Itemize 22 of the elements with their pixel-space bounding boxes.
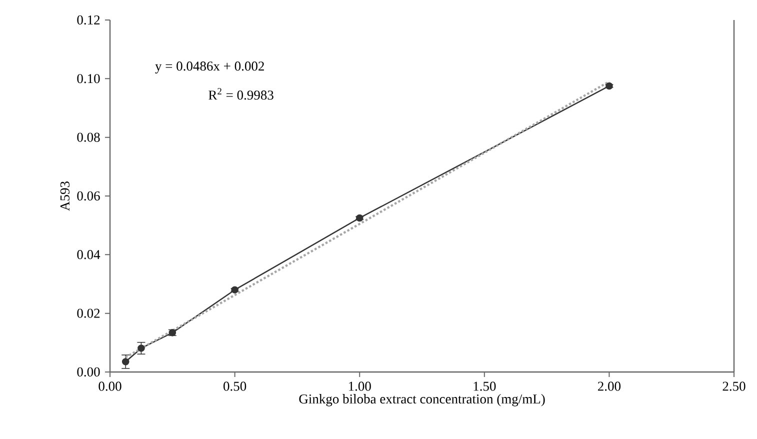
point (606, 82, 613, 90)
y-axis-title: A593 (60, 182, 70, 211)
x-axis-title: Ginkgo biloba extract concentration (mg/mL) (299, 394, 545, 406)
point (122, 358, 130, 366)
y-tick-label: 0.04 (77, 250, 100, 260)
x-tick-label: 0.50 (224, 382, 246, 391)
annotation: y = 0.0486x + 0.002 (155, 62, 264, 74)
y-tick-label: 0.06 (77, 191, 100, 201)
x-tick-label: 2.00 (598, 382, 621, 391)
annotation: R$^{2}$ = 0.9983 (208, 88, 274, 100)
y-tick-label: 0.00 (77, 367, 100, 377)
x-tick-label: 1.50 (474, 382, 496, 391)
point (356, 214, 364, 222)
y-tick-label: 0.08 (77, 132, 100, 142)
x-tick-label: 0.00 (98, 382, 122, 391)
x-tick-label: 2.50 (722, 382, 746, 391)
y-tick-label: 0.02 (77, 308, 100, 318)
y-tick-label: 0.10 (77, 74, 100, 84)
x-tick-label: 1.00 (348, 382, 371, 391)
point (231, 286, 238, 294)
point (138, 344, 145, 352)
y-tick-label: 0.12 (77, 15, 100, 25)
